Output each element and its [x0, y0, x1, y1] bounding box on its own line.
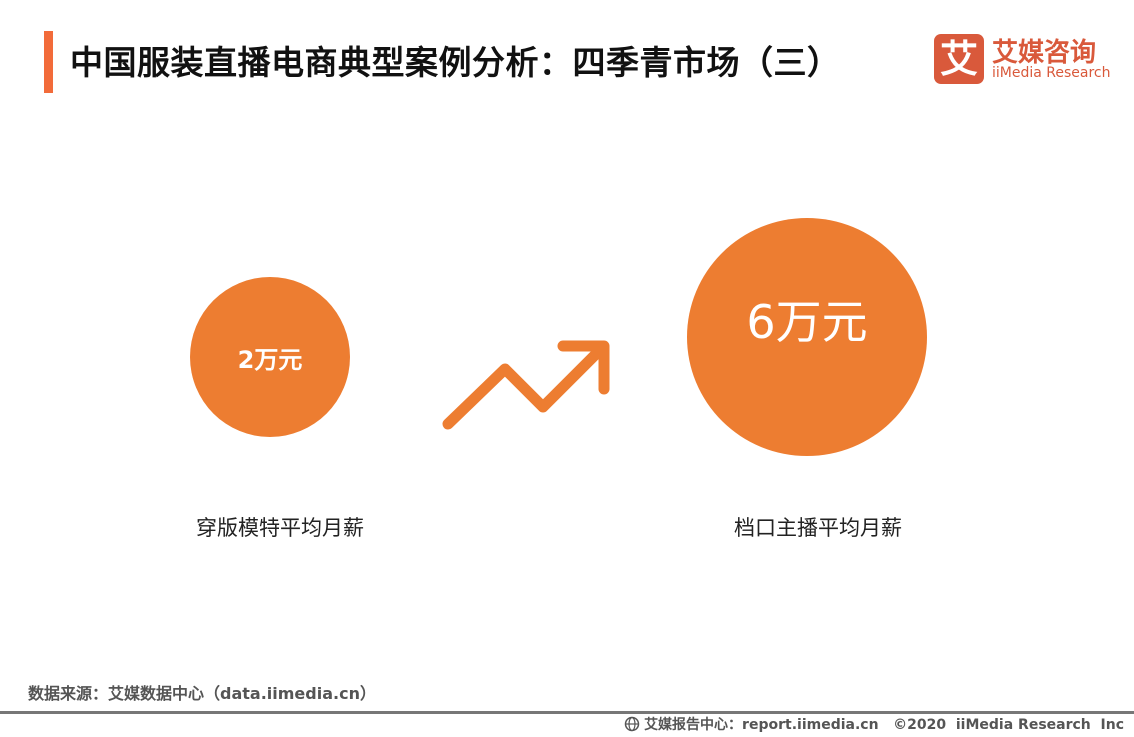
model-salary-label: 穿版模特平均月薪 [196, 516, 364, 540]
data-source: 数据来源：艾媒数据中心（data.iimedia.cn） [28, 684, 376, 703]
model-salary-value: 2万元 [237, 345, 303, 374]
logo-en-text: iiMedia Research [992, 65, 1111, 81]
anchor-salary-label: 档口主播平均月薪 [734, 516, 902, 540]
footer-divider [0, 711, 1134, 714]
logo-mark: 艾 [934, 34, 984, 84]
page-title: 中国服装直播电商典型案例分析：四季青市场（三） [70, 43, 841, 82]
footer-text: 艾媒报告中心：report.iimedia.cn ©2020 iiMedia R… [644, 717, 1124, 733]
logo-cn-text: 艾媒咨询 [992, 38, 1097, 68]
footer: 艾媒报告中心：report.iimedia.cn ©2020 iiMedia R… [624, 714, 1124, 734]
title-accent-bar [44, 31, 53, 93]
anchor-salary-value: 6万元 [746, 295, 868, 349]
iimedia-logo: 艾 艾媒咨询 iiMedia Research [934, 34, 1114, 86]
anchor-salary-circle: 6万元 [687, 218, 927, 456]
globe-icon [624, 716, 640, 732]
model-salary-circle: 2万元 [190, 277, 350, 437]
